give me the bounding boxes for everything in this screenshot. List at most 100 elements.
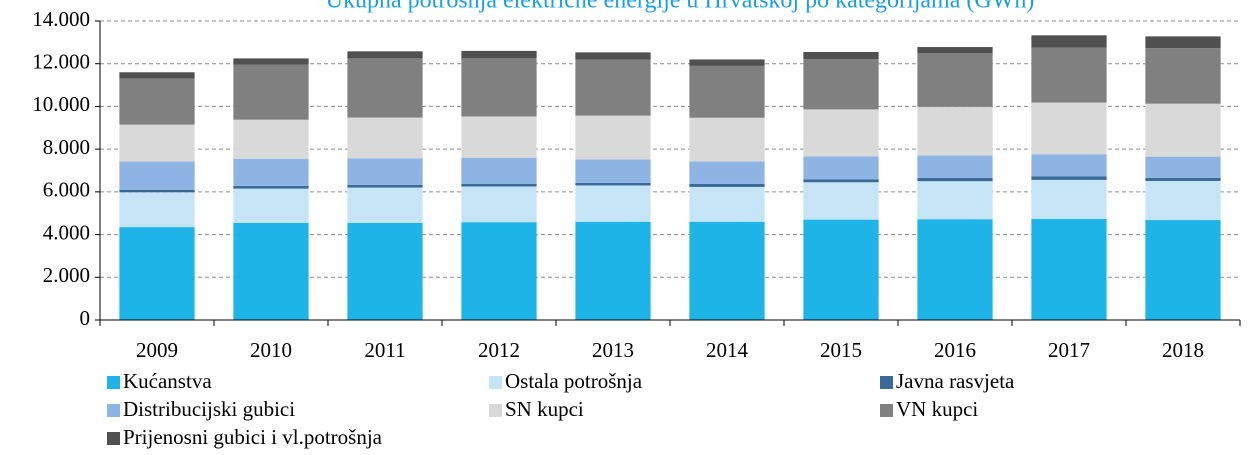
y-tick-label: 6.000: [43, 178, 90, 202]
bar-segment: [347, 58, 423, 118]
y-tick-label: 10.000: [32, 92, 90, 116]
bar-segment: [803, 51, 879, 60]
bar-segment: [1145, 220, 1221, 320]
bar-segment: [1031, 154, 1107, 177]
bar-segment: [575, 159, 651, 183]
bar-segment: [119, 192, 195, 228]
x-tick-label: 2011: [364, 338, 405, 362]
legend-swatch: [880, 404, 893, 417]
x-tick-label: 2012: [478, 338, 520, 362]
bar-segment: [119, 124, 195, 162]
chart-title: Ukupna potrošnja električne energije u H…: [326, 0, 1035, 14]
legend-swatch: [880, 376, 893, 389]
bar-segment: [461, 157, 537, 184]
bar-segment: [917, 219, 993, 320]
bar-segment: [689, 221, 765, 320]
bar-segment: [1145, 48, 1221, 104]
x-tick-label: 2018: [1162, 338, 1204, 362]
bar-segment: [575, 182, 651, 186]
bar-segment: [689, 183, 765, 187]
bar-segment: [575, 221, 651, 320]
x-tick-label: 2010: [250, 338, 292, 362]
legend-label: SN kupci: [505, 397, 584, 421]
bar-segment: [119, 72, 195, 79]
bar-segment: [119, 227, 195, 320]
bar-segment: [689, 161, 765, 184]
bar-segment: [917, 53, 993, 107]
bar-segment: [461, 222, 537, 320]
bar-segment: [233, 64, 309, 120]
bar-segment: [575, 185, 651, 222]
bar-segment: [119, 161, 195, 190]
bar-segment: [917, 155, 993, 178]
bar-segment: [1031, 176, 1107, 180]
bar-segment: [1031, 179, 1107, 219]
bar-segment: [803, 182, 879, 220]
bar-segment: [689, 117, 765, 162]
bar-segment: [347, 158, 423, 185]
legend-swatch: [489, 376, 502, 389]
legend-swatch: [489, 404, 502, 417]
bar-segment: [575, 59, 651, 116]
bar-segment: [233, 222, 309, 320]
x-tick-label: 2013: [592, 338, 634, 362]
bar-segment: [1031, 218, 1107, 320]
y-tick-label: 12.000: [32, 50, 90, 74]
bar-segment: [233, 188, 309, 223]
bar-segment: [575, 115, 651, 160]
legend-label: Javna rasvjeta: [896, 369, 1015, 393]
bar-segment: [347, 51, 423, 59]
y-tick-label: 2.000: [43, 263, 90, 287]
bar-segment: [1145, 103, 1221, 157]
bar-segment: [461, 116, 537, 158]
bar-segment: [347, 187, 423, 223]
bar-segment: [917, 181, 993, 220]
bar-segment: [233, 158, 309, 186]
x-tick-label: 2015: [820, 338, 862, 362]
bar-segment: [461, 50, 537, 59]
bar-segment: [461, 183, 537, 187]
legend-label: Kućanstva: [123, 369, 212, 393]
legend-swatch: [107, 432, 120, 445]
y-tick-label: 8.000: [43, 135, 90, 159]
bar-segment: [1031, 35, 1107, 48]
bar-segment: [233, 119, 309, 159]
x-tick-label: 2014: [706, 338, 749, 362]
y-tick-label: 14.000: [32, 7, 90, 31]
bar-segment: [347, 117, 423, 159]
y-tick-label: 0: [80, 306, 91, 330]
bar-segment: [575, 52, 651, 60]
legend-label: VN kupci: [896, 397, 978, 421]
bar-segment: [233, 58, 309, 65]
legend-swatch: [107, 404, 120, 417]
bar-segment: [917, 177, 993, 182]
bar-segment: [917, 106, 993, 156]
bar-segment: [803, 59, 879, 110]
y-tick-label: 4.000: [43, 220, 90, 244]
bar-segment: [1031, 47, 1107, 103]
bar-segment: [689, 65, 765, 118]
bar-segment: [689, 186, 765, 222]
bar-segment: [1145, 36, 1221, 49]
bar-segment: [1145, 177, 1221, 181]
x-tick-label: 2016: [934, 338, 976, 362]
legend-swatch: [107, 376, 120, 389]
bar-segment: [347, 184, 423, 188]
bar-segment: [1031, 102, 1107, 155]
bar-segment: [347, 222, 423, 320]
bar-segment: [1145, 156, 1221, 178]
bar-segment: [803, 179, 879, 183]
bar-segment: [917, 47, 993, 54]
bar-segment: [461, 186, 537, 223]
legend-label: Ostala potrošnja: [505, 369, 643, 393]
bar-segment: [803, 219, 879, 320]
bar-segment: [689, 59, 765, 66]
bar-segment: [119, 189, 195, 193]
x-tick-label: 2009: [136, 338, 178, 362]
x-tick-label: 2017: [1048, 338, 1090, 362]
legend-label: Prijenosni gubici i vl.potrošnja: [123, 425, 383, 449]
bar-segment: [1145, 180, 1221, 221]
bar-segment: [119, 78, 195, 125]
